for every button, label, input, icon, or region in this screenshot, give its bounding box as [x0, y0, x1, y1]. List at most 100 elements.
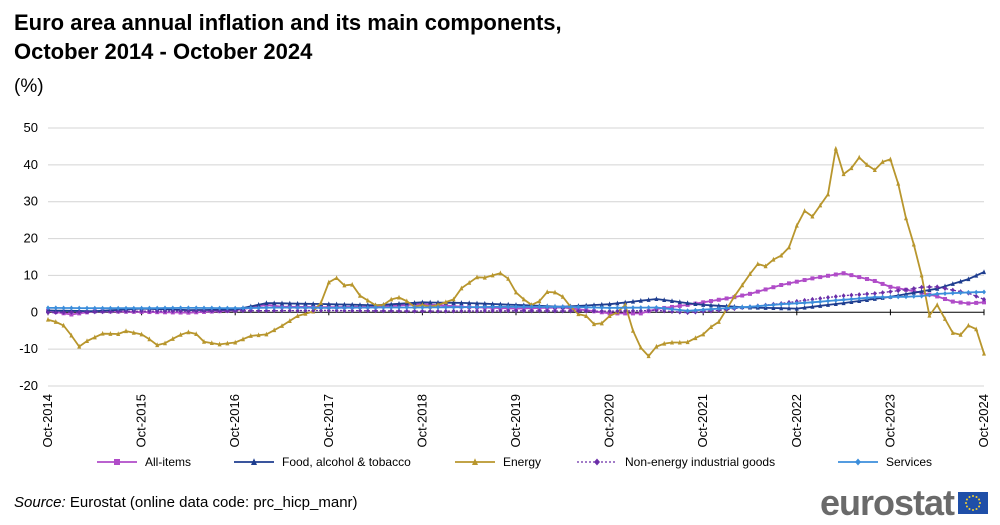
data-point — [373, 304, 378, 310]
data-point — [303, 305, 308, 311]
data-point — [163, 305, 167, 311]
data-point — [857, 275, 862, 280]
data-point — [677, 299, 682, 305]
data-point — [116, 331, 121, 337]
eu-flag-icon — [958, 492, 988, 514]
data-point — [896, 288, 901, 294]
data-point — [358, 302, 362, 307]
data-point — [880, 159, 885, 164]
data-point — [919, 288, 924, 294]
data-point — [319, 305, 323, 311]
data-point — [670, 306, 674, 312]
data-point — [599, 301, 604, 307]
flag-star-icon — [972, 495, 974, 497]
data-point — [857, 292, 862, 298]
data-point — [771, 305, 776, 311]
data-point — [724, 296, 729, 301]
data-point — [638, 344, 643, 350]
data-point — [311, 301, 316, 306]
data-point — [373, 308, 378, 314]
data-point — [693, 335, 698, 341]
data-point — [974, 326, 979, 332]
x-tick-label: Oct-2015 — [134, 394, 149, 447]
data-point — [865, 277, 869, 282]
data-point — [677, 307, 682, 313]
data-point — [716, 319, 721, 324]
data-point — [209, 308, 214, 314]
data-point — [701, 307, 706, 313]
data-point — [217, 305, 222, 311]
data-point — [958, 300, 963, 305]
data-point — [85, 338, 89, 344]
data-point — [904, 294, 908, 300]
data-point — [241, 305, 245, 311]
data-point — [202, 338, 206, 344]
data-point — [280, 300, 284, 306]
data-point — [927, 312, 932, 318]
data-point — [287, 308, 292, 314]
data-point — [186, 308, 191, 314]
data-point — [826, 298, 830, 304]
legend-item: Non-energy industrial goods — [575, 455, 775, 469]
data-point — [443, 308, 448, 314]
data-point — [771, 285, 776, 290]
data-point — [943, 316, 947, 321]
data-point — [857, 295, 862, 301]
data-point — [584, 304, 589, 310]
data-point — [53, 305, 58, 311]
data-point — [498, 308, 503, 314]
data-point — [287, 305, 292, 311]
data-point — [209, 305, 214, 311]
series-energy — [46, 145, 986, 359]
data-point — [280, 308, 284, 314]
data-point — [92, 334, 97, 340]
data-point — [818, 299, 823, 305]
data-point — [529, 308, 534, 314]
data-point — [607, 313, 612, 318]
data-point — [740, 293, 745, 298]
data-point — [763, 287, 768, 292]
line-chart: -20 -10 0 10 20 30 40 50 Oct-2014 Oct-2015 Oct-201… — [19, 120, 991, 447]
data-point — [646, 308, 651, 314]
data-point — [46, 305, 50, 311]
data-point — [693, 307, 698, 313]
data-point — [638, 308, 643, 314]
data-point — [755, 261, 760, 267]
data-point — [303, 310, 308, 316]
data-point — [272, 327, 277, 333]
data-point — [436, 308, 440, 314]
data-point — [950, 281, 955, 286]
data-point — [61, 305, 66, 311]
data-point — [475, 304, 479, 310]
data-point — [170, 336, 175, 341]
data-point — [833, 301, 838, 306]
data-point — [872, 167, 877, 173]
data-point — [124, 328, 128, 334]
data-point — [545, 289, 550, 295]
data-point — [872, 294, 877, 300]
data-point — [350, 281, 355, 287]
data-point — [147, 308, 152, 314]
data-point — [397, 304, 401, 310]
data-point — [943, 290, 947, 296]
data-point — [342, 308, 347, 314]
data-point — [599, 308, 604, 314]
data-point — [521, 308, 526, 314]
data-point — [186, 329, 191, 335]
data-point — [849, 165, 854, 171]
data-point — [350, 308, 355, 314]
data-point — [170, 308, 175, 314]
data-point — [594, 458, 600, 466]
data-point — [553, 304, 557, 310]
data-point — [927, 292, 932, 298]
data-point — [163, 308, 167, 314]
data-point — [420, 302, 425, 307]
data-point — [982, 350, 986, 356]
data-point — [802, 208, 807, 213]
data-point — [935, 294, 940, 299]
data-point — [855, 458, 861, 466]
data-point — [381, 308, 386, 314]
data-point — [100, 309, 105, 315]
data-point — [904, 287, 908, 293]
data-point — [116, 309, 121, 315]
